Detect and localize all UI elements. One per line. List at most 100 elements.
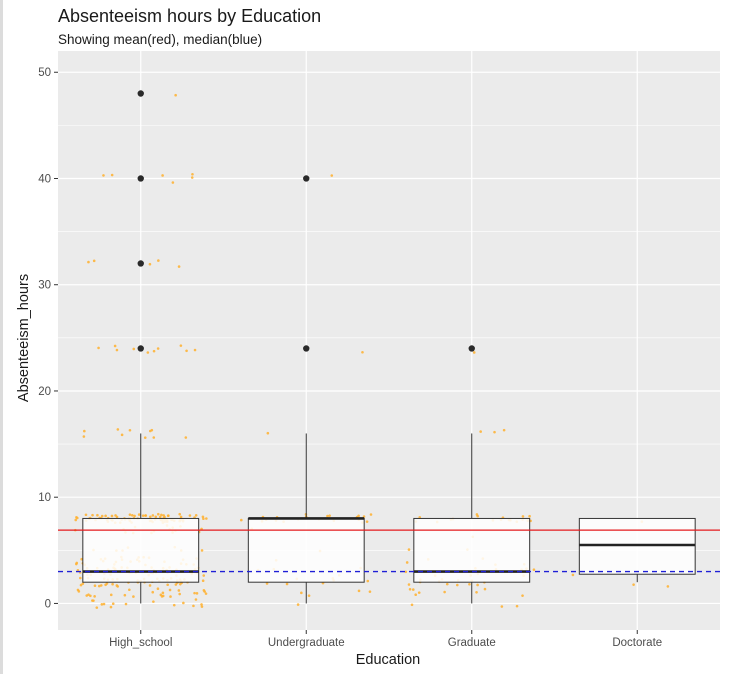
jitter-point: [178, 592, 181, 596]
jitter-point: [502, 428, 506, 432]
jitter-point: [202, 574, 206, 577]
jitter-point: [95, 606, 99, 609]
jitter-point: [194, 598, 198, 601]
jitter-point: [418, 515, 422, 519]
jitter-point: [521, 515, 525, 518]
jitter-point: [150, 428, 154, 432]
jitter-point: [152, 436, 156, 439]
jitter-point: [483, 587, 487, 591]
outlier-point: [303, 345, 310, 352]
jitter-point: [285, 582, 289, 586]
jitter-point: [76, 588, 80, 592]
jitter-point: [97, 584, 101, 588]
jitter-point: [479, 430, 482, 433]
jitter-point: [475, 590, 478, 594]
jitter-point: [76, 568, 80, 572]
jitter-point: [87, 593, 90, 596]
reference-lines: [58, 529, 720, 573]
outlier-point: [137, 260, 144, 267]
outlier-point: [303, 175, 310, 182]
jitter-point: [152, 349, 156, 353]
y-tick-label: 40: [38, 173, 51, 185]
jitter-point: [160, 595, 164, 598]
jitter-point: [357, 589, 361, 593]
jitter-point: [200, 605, 204, 608]
jitter-point: [116, 428, 120, 431]
jitter-point: [172, 603, 176, 607]
jitter-point: [124, 602, 128, 606]
jitter-point: [74, 518, 78, 522]
jitter-point: [132, 595, 135, 598]
jitter-point: [93, 584, 97, 588]
jitter-point: [472, 351, 476, 354]
axes: 0 10 20 30 40 50 High_school Undergraduate Gradu…: [38, 67, 662, 649]
jitter-point: [500, 605, 504, 608]
jitter-point: [79, 583, 83, 587]
jitter-point: [468, 582, 471, 586]
jitter-point: [300, 591, 303, 595]
jitter-point: [80, 557, 83, 561]
jitter-point: [116, 585, 120, 588]
jitter-point: [632, 583, 635, 586]
jitter-point: [152, 600, 155, 603]
jitter-point: [115, 515, 119, 519]
jitter-point: [193, 348, 197, 352]
jitter-point: [475, 513, 479, 516]
jitter-point: [167, 514, 170, 517]
jitter-point: [115, 348, 119, 352]
jitter-point: [83, 429, 86, 433]
jitter-point: [239, 518, 243, 522]
jitter-point: [81, 582, 85, 585]
jitter-point: [571, 573, 575, 577]
jitter-point: [192, 604, 195, 608]
jitter-point: [411, 588, 415, 591]
jitter-point: [168, 588, 172, 592]
outlier-point: [137, 175, 144, 182]
jitter-point: [151, 514, 155, 517]
jitter-point: [146, 351, 150, 354]
jitter-point: [528, 514, 531, 518]
jitter-point: [515, 604, 519, 608]
jitter-point: [110, 173, 114, 177]
jitter-point: [188, 514, 192, 517]
jitter-point: [666, 585, 670, 588]
jitter-point: [177, 265, 181, 268]
jitter-point: [128, 513, 132, 516]
jitter-point: [265, 582, 269, 585]
jitter-point: [521, 594, 524, 597]
jitter-point: [191, 172, 194, 176]
outlier-point: [468, 345, 475, 352]
jitter-point: [204, 592, 208, 595]
jitter-point: [156, 512, 160, 516]
jitter-point: [148, 584, 152, 587]
jitter-point: [92, 599, 95, 602]
y-tick-label: 0: [45, 598, 51, 610]
jitter-point: [84, 513, 88, 517]
jitter-point: [190, 176, 194, 179]
jitter-point: [111, 602, 115, 606]
chart-subtitle: Showing mean(red), median(blue): [58, 32, 263, 47]
jitter-point: [133, 514, 136, 518]
x-tick-label: Graduate: [448, 637, 496, 649]
jitter-point: [113, 344, 117, 348]
chart-title: Absenteeism hours by Education: [58, 6, 322, 26]
y-tick-label: 50: [38, 67, 51, 79]
jitter-point: [157, 259, 160, 262]
jitter-point: [476, 583, 479, 587]
jitter-point: [104, 583, 107, 587]
jitter-point: [169, 595, 172, 598]
jitter-point: [154, 515, 158, 519]
x-tick-label: High_school: [109, 637, 172, 649]
jitter-point: [141, 514, 145, 517]
jitter-point: [408, 587, 412, 591]
jitter-point: [361, 350, 364, 354]
jitter-point: [161, 174, 164, 177]
jitter-point: [158, 515, 162, 519]
jitter-point: [130, 513, 134, 517]
jitter-point: [104, 514, 107, 518]
grid-lines: [58, 51, 720, 630]
jitter-point: [174, 93, 177, 97]
y-tick-label: 20: [38, 386, 51, 398]
jitter-point: [161, 591, 165, 595]
jitter-point: [93, 595, 96, 598]
